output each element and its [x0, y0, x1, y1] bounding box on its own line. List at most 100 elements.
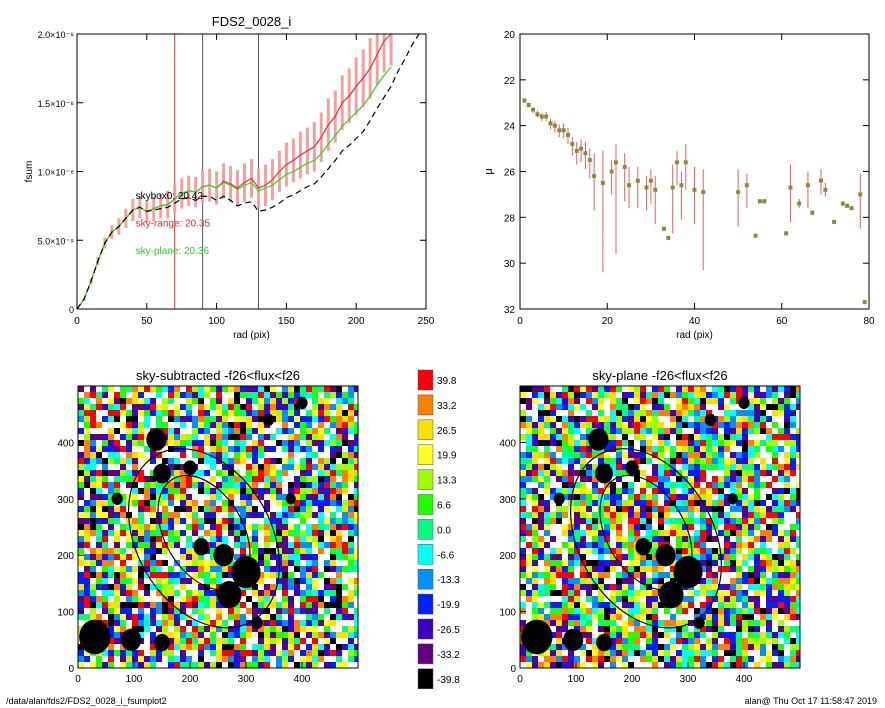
masked-source — [216, 581, 242, 609]
map-pixel — [760, 506, 766, 512]
map-pixel — [252, 488, 258, 494]
map-pixel — [574, 620, 580, 626]
y-tick-label: 20 — [504, 30, 516, 41]
map-pixel — [700, 398, 706, 404]
map-pixel — [300, 482, 306, 488]
map-pixel — [210, 560, 216, 566]
map-pixel — [628, 512, 634, 518]
map-pixel — [258, 608, 264, 614]
map-pixel — [90, 410, 96, 416]
map-pixel — [324, 482, 330, 488]
map-pixel — [300, 626, 306, 632]
map-pixel — [228, 656, 234, 662]
map-pixel — [772, 500, 778, 506]
map-pixel — [168, 476, 174, 482]
map-pixel — [330, 590, 336, 596]
map-pixel — [150, 566, 156, 572]
map-pixel — [790, 638, 796, 644]
map-pixel — [156, 560, 162, 566]
map-pixel — [204, 644, 210, 650]
map-pixel — [240, 512, 246, 518]
map-pixel — [688, 470, 694, 476]
map-pixel — [324, 626, 330, 632]
map-pixel — [348, 464, 354, 470]
map-pixel — [682, 638, 688, 644]
map-pixel — [700, 386, 706, 392]
map-pixel — [646, 524, 652, 530]
map-pixel — [712, 590, 718, 596]
map-pixel — [276, 470, 282, 476]
map-pixel — [772, 458, 778, 464]
map-pixel — [204, 566, 210, 572]
map-pixel — [78, 482, 84, 488]
map-pixel — [544, 614, 550, 620]
map-pixel — [682, 506, 688, 512]
map-pixel — [532, 464, 538, 470]
map-pixel — [712, 500, 718, 506]
map-pixel — [348, 518, 354, 524]
map-pixel — [604, 446, 610, 452]
map-pixel — [760, 554, 766, 560]
map-pixel — [282, 554, 288, 560]
map-pixel — [96, 506, 102, 512]
map-pixel — [574, 524, 580, 530]
map-pixel — [300, 392, 306, 398]
map-pixel — [598, 536, 604, 542]
map-pixel — [526, 542, 532, 548]
map-pixel — [264, 596, 270, 602]
map-pixel — [652, 488, 658, 494]
map-pixel — [730, 530, 736, 536]
map-pixel — [568, 494, 574, 500]
map-pixel — [634, 530, 640, 536]
map-pixel — [324, 650, 330, 656]
map-pixel — [604, 608, 610, 614]
map-pixel — [222, 446, 228, 452]
map-pixel — [532, 656, 538, 662]
map-pixel — [216, 488, 222, 494]
map-pixel — [610, 548, 616, 554]
map-pixel — [234, 398, 240, 404]
map-pixel — [652, 506, 658, 512]
map-pixel — [592, 650, 598, 656]
map-pixel — [640, 554, 646, 560]
map-pixel — [724, 608, 730, 614]
map-pixel — [114, 446, 120, 452]
map-pixel — [748, 428, 754, 434]
map-pixel — [610, 482, 616, 488]
map-pixel — [96, 488, 102, 494]
map-pixel — [168, 638, 174, 644]
map-pixel — [616, 494, 622, 500]
map-pixel — [324, 458, 330, 464]
map-pixel — [682, 440, 688, 446]
map-pixel — [772, 650, 778, 656]
map-pixel — [586, 548, 592, 554]
map-pixel — [736, 596, 742, 602]
map-pixel — [580, 632, 586, 638]
colorbar-label: 19.9 — [437, 451, 457, 462]
map-pixel — [580, 488, 586, 494]
map-pixel — [742, 422, 748, 428]
map-pixel — [712, 614, 718, 620]
map-pixel — [634, 614, 640, 620]
map-pixel — [264, 662, 270, 668]
map-pixel — [598, 590, 604, 596]
map-pixel — [568, 656, 574, 662]
map-pixel — [276, 398, 282, 404]
map-pixel — [544, 470, 550, 476]
map-pixel — [144, 386, 150, 392]
map-pixel — [586, 632, 592, 638]
map-pixel — [526, 470, 532, 476]
map-pixel — [342, 434, 348, 440]
map-pixel — [706, 398, 712, 404]
map-pixel — [90, 470, 96, 476]
map-pixel — [348, 440, 354, 446]
map-pixel — [754, 572, 760, 578]
map-pixel — [102, 608, 108, 614]
map-pixel — [604, 602, 610, 608]
map-pixel — [754, 638, 760, 644]
map-pixel — [210, 488, 216, 494]
map-pixel — [616, 656, 622, 662]
map-pixel — [640, 488, 646, 494]
map-pixel — [234, 410, 240, 416]
map-pixel — [102, 650, 108, 656]
